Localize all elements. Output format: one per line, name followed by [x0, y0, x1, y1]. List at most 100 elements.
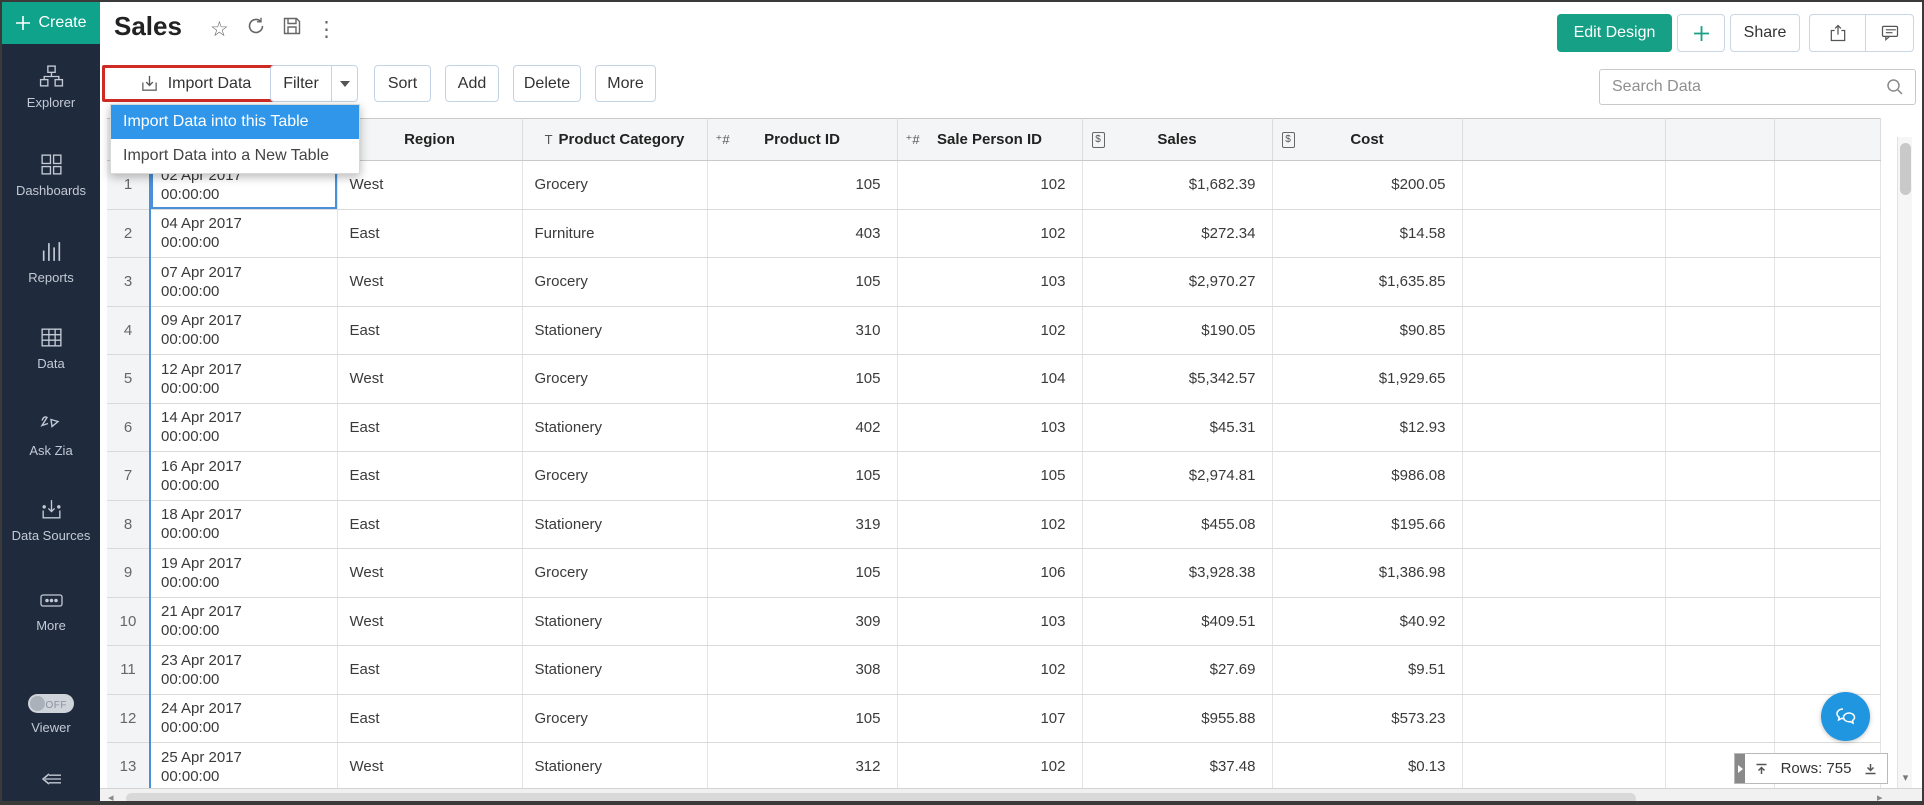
- sales-cell[interactable]: $3,928.38: [1082, 548, 1273, 598]
- product-id-cell[interactable]: 105: [707, 694, 898, 743]
- sale-person-id-cell[interactable]: 103: [897, 257, 1083, 307]
- sale-person-id-column-header[interactable]: ⁺# Sale Person ID: [897, 118, 1083, 161]
- comments-button[interactable]: [1865, 14, 1914, 52]
- row-number-cell[interactable]: 11: [107, 645, 150, 695]
- row-number-cell[interactable]: 7: [107, 451, 150, 501]
- region-cell[interactable]: East: [337, 403, 523, 452]
- product-id-cell[interactable]: 105: [707, 354, 898, 404]
- viewer-toggle[interactable]: OFF: [28, 694, 74, 713]
- scroll-left-arrow[interactable]: ◂: [108, 792, 114, 804]
- menu-item-import-this-table[interactable]: Import Data into this Table: [111, 105, 359, 139]
- sidebar-collapse-button[interactable]: [2, 767, 100, 797]
- row-number-cell[interactable]: 10: [107, 597, 150, 646]
- region-cell[interactable]: West: [337, 257, 523, 307]
- vertical-scrollbar-thumb[interactable]: [1900, 143, 1911, 195]
- import-data-button[interactable]: Import Data: [102, 65, 289, 102]
- search-input[interactable]: [1600, 78, 1885, 96]
- region-cell[interactable]: East: [337, 451, 523, 501]
- region-cell[interactable]: East: [337, 645, 523, 695]
- region-cell[interactable]: East: [337, 306, 523, 355]
- product-id-cell[interactable]: 312: [707, 742, 898, 790]
- add-button[interactable]: Add: [445, 65, 499, 102]
- region-column-header[interactable]: Region: [337, 118, 523, 161]
- sidebar-item-data[interactable]: Data: [2, 325, 100, 371]
- filter-button[interactable]: Filter: [270, 65, 358, 102]
- cost-column-header[interactable]: $ Cost: [1272, 118, 1463, 161]
- row-number-cell[interactable]: 4: [107, 306, 150, 355]
- sales-cell[interactable]: $45.31: [1082, 403, 1273, 452]
- product-category-column-header[interactable]: T Product Category: [522, 118, 708, 161]
- add-new-button[interactable]: [1677, 14, 1725, 52]
- sale-person-id-cell[interactable]: 107: [897, 694, 1083, 743]
- date-cell[interactable]: 14 Apr 2017 00:00:00: [149, 403, 338, 452]
- date-cell[interactable]: 23 Apr 2017 00:00:00: [149, 645, 338, 695]
- cost-cell[interactable]: $200.05: [1272, 160, 1463, 210]
- product-id-cell[interactable]: 105: [707, 160, 898, 210]
- product-id-column-header[interactable]: ⁺# Product ID: [707, 118, 898, 161]
- horizontal-scrollbar[interactable]: ◂ ▸: [100, 788, 1922, 804]
- product-id-cell[interactable]: 105: [707, 257, 898, 307]
- cost-cell[interactable]: $195.66: [1272, 500, 1463, 549]
- sale-person-id-cell[interactable]: 102: [897, 645, 1083, 695]
- date-cell[interactable]: 24 Apr 2017 00:00:00: [149, 694, 338, 743]
- date-cell[interactable]: 12 Apr 2017 00:00:00: [149, 354, 338, 404]
- go-to-bottom-icon[interactable]: [1863, 762, 1878, 776]
- region-cell[interactable]: West: [337, 742, 523, 790]
- sale-person-id-cell[interactable]: 106: [897, 548, 1083, 598]
- cost-cell[interactable]: $1,929.65: [1272, 354, 1463, 404]
- row-number-cell[interactable]: 2: [107, 209, 150, 258]
- sales-cell[interactable]: $2,970.27: [1082, 257, 1273, 307]
- create-button[interactable]: Create: [2, 2, 100, 44]
- sale-person-id-cell[interactable]: 102: [897, 742, 1083, 790]
- category-cell[interactable]: Grocery: [522, 548, 708, 598]
- category-cell[interactable]: Furniture: [522, 209, 708, 258]
- cost-cell[interactable]: $1,386.98: [1272, 548, 1463, 598]
- category-cell[interactable]: Grocery: [522, 354, 708, 404]
- category-cell[interactable]: Stationery: [522, 742, 708, 790]
- date-cell[interactable]: 18 Apr 2017 00:00:00: [149, 500, 338, 549]
- date-cell[interactable]: 04 Apr 2017 00:00:00: [149, 209, 338, 258]
- sales-cell[interactable]: $2,974.81: [1082, 451, 1273, 501]
- sale-person-id-cell[interactable]: 102: [897, 306, 1083, 355]
- region-cell[interactable]: West: [337, 160, 523, 210]
- scroll-right-arrow[interactable]: ▸: [1877, 792, 1883, 804]
- date-cell[interactable]: 25 Apr 2017 00:00:00: [149, 742, 338, 790]
- category-cell[interactable]: Stationery: [522, 645, 708, 695]
- cost-cell[interactable]: $573.23: [1272, 694, 1463, 743]
- sale-person-id-cell[interactable]: 102: [897, 209, 1083, 258]
- sales-cell[interactable]: $37.48: [1082, 742, 1273, 790]
- category-cell[interactable]: Grocery: [522, 257, 708, 307]
- region-cell[interactable]: West: [337, 354, 523, 404]
- row-number-cell[interactable]: 12: [107, 694, 150, 743]
- export-button[interactable]: [1809, 14, 1865, 52]
- sale-person-id-cell[interactable]: 103: [897, 403, 1083, 452]
- sidebar-item-reports[interactable]: Reports: [2, 239, 100, 285]
- cost-cell[interactable]: $1,635.85: [1272, 257, 1463, 307]
- refresh-icon[interactable]: [246, 16, 266, 42]
- date-cell[interactable]: 19 Apr 2017 00:00:00: [149, 548, 338, 598]
- horizontal-scrollbar-thumb[interactable]: [126, 793, 1636, 801]
- sales-cell[interactable]: $190.05: [1082, 306, 1273, 355]
- product-id-cell[interactable]: 310: [707, 306, 898, 355]
- region-cell[interactable]: East: [337, 694, 523, 743]
- sale-person-id-cell[interactable]: 102: [897, 500, 1083, 549]
- row-number-cell[interactable]: 8: [107, 500, 150, 549]
- sales-cell[interactable]: $27.69: [1082, 645, 1273, 695]
- cost-cell[interactable]: $40.92: [1272, 597, 1463, 646]
- row-number-cell[interactable]: 6: [107, 403, 150, 452]
- share-button[interactable]: Share: [1730, 14, 1800, 52]
- vertical-scrollbar[interactable]: ▾: [1897, 137, 1912, 788]
- delete-button[interactable]: Delete: [513, 65, 581, 102]
- cost-cell[interactable]: $12.93: [1272, 403, 1463, 452]
- region-cell[interactable]: West: [337, 548, 523, 598]
- sidebar-item-data-sources[interactable]: Data Sources: [2, 497, 100, 543]
- cost-cell[interactable]: $9.51: [1272, 645, 1463, 695]
- sales-column-header[interactable]: $ Sales: [1082, 118, 1273, 161]
- row-number-cell[interactable]: 13: [107, 742, 150, 790]
- sale-person-id-cell[interactable]: 105: [897, 451, 1083, 501]
- row-number-cell[interactable]: 9: [107, 548, 150, 598]
- sales-cell[interactable]: $455.08: [1082, 500, 1273, 549]
- sort-button[interactable]: Sort: [374, 65, 431, 102]
- category-cell[interactable]: Grocery: [522, 694, 708, 743]
- product-id-cell[interactable]: 105: [707, 451, 898, 501]
